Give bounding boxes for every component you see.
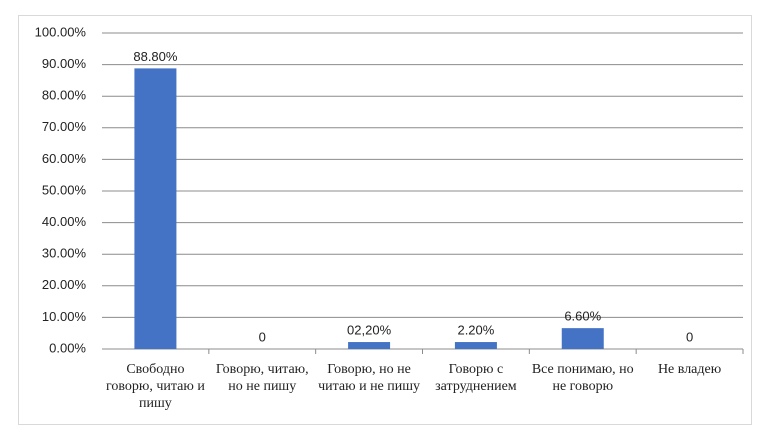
bar — [348, 342, 391, 349]
chart-frame — [18, 15, 752, 425]
y-tick-label: 50.00% — [42, 182, 87, 197]
x-tick-label: Говорю, читаю, но не пишу — [215, 362, 309, 394]
x-tick-label: Все понимаю, но не говорю — [531, 362, 634, 394]
y-tick-label: 70.00% — [42, 119, 87, 134]
y-tick-label: 30.00% — [42, 246, 87, 261]
value-label: 0 — [259, 329, 266, 344]
y-tick-label: 80.00% — [42, 88, 87, 103]
y-tick-label: 100.00% — [35, 24, 87, 39]
y-tick-label: 10.00% — [42, 309, 87, 324]
x-tick-label: Говорю с затруднением — [435, 362, 517, 394]
value-label: 2.20% — [457, 322, 494, 337]
bar — [561, 328, 604, 349]
value-label: 6.60% — [564, 309, 601, 324]
value-label: 02,20% — [347, 322, 392, 337]
y-tick-label: 60.00% — [42, 151, 87, 166]
bar — [134, 68, 177, 349]
y-tick-label: 90.00% — [42, 56, 87, 71]
x-tick-label: Не владею — [657, 362, 722, 377]
y-tick-label: 20.00% — [42, 277, 87, 292]
bar — [454, 342, 497, 349]
value-label: 0 — [686, 329, 693, 344]
value-label: 88.80% — [133, 49, 178, 64]
y-tick-label: 40.00% — [42, 214, 87, 229]
y-tick-label: 0.00% — [49, 340, 86, 355]
x-tick-label: Свободно говорю, читаю и пишу — [105, 362, 205, 411]
x-tick-label: Говорю, но не читаю и не пишу — [318, 362, 421, 394]
